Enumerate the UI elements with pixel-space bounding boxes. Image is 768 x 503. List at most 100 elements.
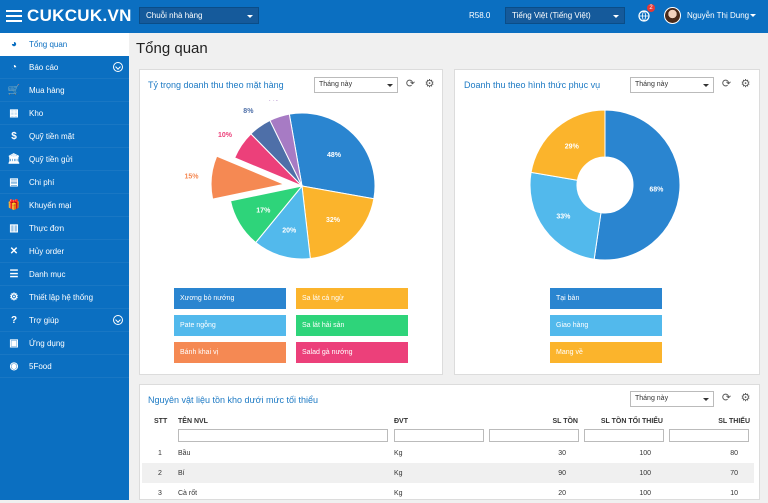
- legend-item[interactable]: Tại bàn: [550, 288, 662, 309]
- period-select[interactable]: Tháng này: [630, 391, 714, 407]
- pie-slice[interactable]: [288, 112, 376, 200]
- pie-slice[interactable]: [301, 185, 375, 260]
- sidebar-item-5[interactable]: 🏛 Quỹ tiền gửi: [0, 148, 129, 171]
- refresh-icon[interactable]: ⟳: [405, 78, 416, 90]
- table-cell: 100: [639, 490, 651, 497]
- sidebar-item-14[interactable]: ◉ 5Food: [0, 355, 129, 378]
- chevron-down-icon[interactable]: [113, 62, 123, 72]
- pie-slice[interactable]: [529, 171, 602, 260]
- sidebar-item-6[interactable]: ▤ Chi phí: [0, 171, 129, 194]
- chevron-down-icon[interactable]: [750, 14, 756, 17]
- user-name[interactable]: Nguyễn Thị Dung: [687, 11, 750, 20]
- chevron-down-icon: [247, 15, 253, 18]
- refresh-icon[interactable]: ⟳: [721, 392, 732, 404]
- pie-data-label: 7%: [268, 100, 279, 103]
- sidebar-item-13[interactable]: ▣ Ứng dụng: [0, 332, 129, 355]
- chevron-down-icon[interactable]: [113, 315, 123, 325]
- user-avatar[interactable]: [664, 7, 681, 24]
- period-select-value: Tháng này: [319, 81, 353, 88]
- sidebar-item-7[interactable]: 🎁 Khuyến mại: [0, 194, 129, 217]
- warehouse-icon: ▦: [9, 107, 19, 119]
- 5food-icon: ◉: [9, 360, 19, 372]
- chevron-down-icon: [703, 84, 709, 87]
- column-filter-input[interactable]: [584, 429, 664, 442]
- pie-data-label: 8%: [243, 108, 254, 115]
- period-select[interactable]: Tháng này: [314, 77, 398, 93]
- legend-item[interactable]: Sa lát hải sản: [296, 315, 408, 336]
- column-filter-input[interactable]: [489, 429, 579, 442]
- dashboard-icon: ◕: [10, 38, 18, 50]
- cart-icon: 🛒: [7, 84, 21, 96]
- pie-slice[interactable]: [269, 113, 303, 187]
- page-title: Tổng quan: [136, 40, 208, 57]
- cost-icon: ▤: [9, 176, 19, 188]
- sidebar-item-2[interactable]: 🛒 Mua hàng: [0, 79, 129, 102]
- chain-select-value: Chuỗi nhà hàng: [146, 11, 203, 20]
- table-cell: 10: [730, 490, 738, 497]
- table-row[interactable]: 3 Cà rốt Kg 20 100 10: [142, 483, 754, 503]
- column-header: SL TỒN: [552, 418, 578, 425]
- legend-item[interactable]: Mang về: [550, 342, 662, 363]
- hamburger-menu-icon[interactable]: [6, 10, 22, 22]
- legend-item[interactable]: Sa lát cá ngừ: [296, 288, 408, 309]
- sidebar-item-label: Kho: [29, 108, 44, 118]
- chain-select[interactable]: Chuỗi nhà hàng: [139, 7, 259, 24]
- column-filter-input[interactable]: [178, 429, 388, 442]
- sidebar-item-label: Báo cáo: [29, 62, 59, 72]
- sidebar-item-3[interactable]: ▦ Kho: [0, 102, 129, 125]
- pie-slice[interactable]: [255, 184, 311, 260]
- legend-item[interactable]: Salad gà nướng: [296, 342, 408, 363]
- sidebar-item-4[interactable]: $ Quỹ tiền mặt: [0, 125, 129, 148]
- pie-data-label: 33%: [556, 213, 571, 220]
- sidebar-item-label: Hủy order: [29, 246, 65, 256]
- gift-icon: 🎁: [7, 199, 21, 211]
- chevron-down-icon: [703, 398, 709, 401]
- legend-item[interactable]: Xương bò nướng: [174, 288, 286, 309]
- sidebar-item-9[interactable]: ✕ Hủy order: [0, 240, 129, 263]
- service-donut-chart: 68% 33% 29%: [529, 109, 681, 261]
- table-cell: 80: [730, 450, 738, 457]
- sidebar-item-label: 5Food: [29, 361, 52, 371]
- help-icon: ?: [10, 314, 18, 326]
- legend-item[interactable]: Giao hàng: [550, 315, 662, 336]
- language-select[interactable]: Tiếng Việt (Tiếng Việt): [505, 7, 625, 24]
- gear-icon[interactable]: ⚙: [424, 78, 435, 90]
- column-filter-input[interactable]: [669, 429, 749, 442]
- table-row[interactable]: 2 Bí Kg 90 100 70: [142, 463, 754, 483]
- sidebar: ◕ Tổng quan ◔ Báo cáo 🛒 Mua hàng ▦ Kho $ Quỹ tiền…: [0, 33, 129, 500]
- table-cell: 100: [639, 470, 651, 477]
- pie-slice[interactable]: [229, 185, 304, 244]
- gear-icon[interactable]: ⚙: [740, 392, 751, 404]
- sidebar-item-0[interactable]: ◕ Tổng quan: [0, 33, 129, 56]
- column-header: SL TỒN TỐI THIỂU: [600, 418, 663, 425]
- sidebar-item-11[interactable]: ⚙ Thiết lập hệ thống: [0, 286, 129, 309]
- pie-slice[interactable]: [530, 109, 606, 181]
- legend-item[interactable]: Bánh khai vị: [174, 342, 286, 363]
- period-select[interactable]: Tháng này: [630, 77, 714, 93]
- pie-slice[interactable]: [593, 109, 681, 261]
- card-title: Tỷ trọng doanh thu theo mặt hàng: [148, 80, 284, 90]
- sidebar-item-8[interactable]: ▥ Thực đơn: [0, 217, 129, 240]
- cancel-order-icon: ✕: [9, 245, 19, 257]
- sidebar-item-12[interactable]: ? Trợ giúp: [0, 309, 129, 332]
- table-cell: 30: [558, 450, 566, 457]
- notification-bell[interactable]: 2: [638, 4, 655, 22]
- dollar-icon: $: [11, 130, 17, 142]
- bank-icon: 🏛: [7, 153, 21, 165]
- pie-data-label: 68%: [649, 187, 664, 194]
- sidebar-item-label: Chi phí: [29, 177, 55, 187]
- brand-logo[interactable]: CUKCUK.VN: [6, 6, 132, 26]
- card-title: Nguyên vật liệu tồn kho dưới mức tối thi…: [148, 395, 319, 405]
- gear-icon[interactable]: ⚙: [740, 78, 751, 90]
- pie-data-label: 17%: [256, 207, 271, 214]
- legend-item[interactable]: Pate ngỗng: [174, 315, 286, 336]
- pie-data-label: 15%: [184, 173, 199, 180]
- table-row[interactable]: 1 Bầu Kg 30 100 80: [142, 443, 754, 463]
- sidebar-item-label: Khuyến mại: [29, 200, 72, 210]
- refresh-icon[interactable]: ⟳: [721, 78, 732, 90]
- sidebar-item-10[interactable]: ☰ Danh mục: [0, 263, 129, 286]
- pie-slice[interactable]: [210, 155, 286, 200]
- sidebar-item-1[interactable]: ◔ Báo cáo: [0, 56, 129, 79]
- column-header: ĐVT: [394, 418, 408, 425]
- column-filter-input[interactable]: [394, 429, 484, 442]
